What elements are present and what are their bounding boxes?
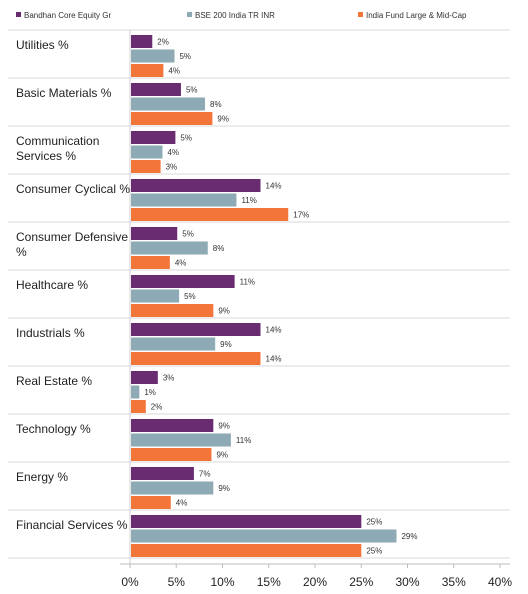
bar-value-label: 2% — [157, 38, 169, 47]
category-label: Technology % — [16, 422, 91, 436]
grid-lines — [8, 29, 510, 564]
category-label: Financial Services % — [16, 518, 128, 532]
bar — [131, 131, 176, 144]
bar-value-label: 4% — [175, 259, 187, 268]
legend-swatch-0 — [16, 12, 21, 17]
bar-value-label: 4% — [168, 67, 180, 76]
bar-value-label: 5% — [180, 134, 192, 143]
bar — [131, 481, 214, 495]
category-label: Energy % — [16, 470, 68, 484]
bar-value-label: 9% — [220, 340, 232, 349]
bar-value-label: 5% — [184, 292, 196, 301]
bar-value-label: 14% — [266, 182, 282, 191]
legend-swatch-1 — [187, 12, 192, 17]
bar-value-label: 25% — [366, 547, 382, 556]
bar — [131, 35, 153, 48]
bar-value-label: 29% — [401, 532, 417, 541]
bar-value-label: 25% — [366, 518, 382, 527]
bar — [131, 385, 140, 399]
bar — [131, 467, 194, 480]
category-label: Communication Services % — [16, 134, 99, 163]
x-tick-label: 15% — [257, 575, 281, 589]
bar — [131, 400, 146, 413]
legend-label-0: Bandhan Core Equity Gr — [24, 11, 111, 20]
bar-value-label: 3% — [166, 163, 178, 172]
bar — [131, 64, 164, 77]
category-label: Healthcare % — [16, 278, 88, 292]
bar — [131, 112, 213, 125]
category-label: Real Estate % — [16, 374, 92, 388]
category-label: Basic Materials % — [16, 86, 112, 100]
bar — [131, 496, 171, 509]
bar — [131, 160, 161, 173]
bar — [131, 241, 208, 255]
x-tick-label: 25% — [349, 575, 373, 589]
bar — [131, 419, 214, 432]
legend-label-2: India Fund Large & Mid-Cap — [366, 11, 467, 20]
bar-value-label: 5% — [182, 230, 194, 239]
x-tick-label: 35% — [442, 575, 466, 589]
bars: 2%5%4%5%8%9%5%4%3%14%11%17%5%8%4%11%5%9%… — [131, 35, 417, 557]
bar-value-label: 9% — [218, 422, 230, 431]
bar-value-label: 11% — [241, 196, 256, 205]
bar — [131, 337, 216, 351]
bar — [131, 49, 175, 63]
bar — [131, 227, 178, 240]
category-label: Utilities % — [16, 38, 69, 52]
bar-value-label: 9% — [218, 307, 230, 316]
bar-value-label: 2% — [151, 403, 163, 412]
bar — [131, 323, 261, 336]
bar — [131, 433, 231, 447]
legend-swatch-2 — [358, 12, 363, 17]
bar — [131, 352, 261, 365]
bar-value-label: 3% — [163, 374, 175, 383]
bar-value-label: 7% — [199, 470, 211, 479]
bar-value-label: 8% — [213, 244, 225, 253]
bar — [131, 145, 163, 159]
bar — [131, 208, 289, 221]
bar — [131, 193, 237, 207]
bar-value-label: 8% — [210, 100, 222, 109]
bar — [131, 275, 235, 288]
x-tick-label: 10% — [210, 575, 234, 589]
category-label: Consumer Cyclical % — [16, 182, 130, 196]
bar-value-label: 14% — [266, 355, 282, 364]
x-tick-label: 5% — [168, 575, 186, 589]
bar-value-label: 14% — [266, 326, 282, 335]
bar — [131, 304, 214, 317]
x-tick-label: 30% — [395, 575, 419, 589]
x-tick-label: 40% — [488, 575, 512, 589]
bar — [131, 256, 170, 269]
bar-value-label: 11% — [240, 278, 255, 287]
category-label: Consumer Defensive% — [16, 230, 128, 259]
legend: Bandhan Core Equity Gr BSE 200 India TR I… — [16, 11, 467, 20]
bar — [131, 529, 397, 543]
bar — [131, 83, 181, 96]
x-tick-label: 0% — [121, 575, 139, 589]
bar-value-label: 5% — [179, 52, 191, 61]
category-labels: Utilities % Basic Materials % Communicatio… — [16, 38, 130, 532]
bar — [131, 544, 362, 557]
bar-value-label: 11% — [236, 436, 251, 445]
legend-label-1: BSE 200 India TR INR — [195, 11, 275, 20]
x-tick-label: 20% — [303, 575, 327, 589]
bar — [131, 448, 212, 461]
bar — [131, 371, 158, 384]
bar-value-label: 4% — [176, 499, 188, 508]
bar — [131, 289, 180, 303]
bar-value-label: 9% — [217, 115, 229, 124]
bar-value-label: 4% — [167, 148, 179, 157]
bar-value-label: 5% — [186, 86, 198, 95]
bar — [131, 515, 362, 528]
category-label: Industrials % — [16, 326, 85, 340]
x-axis: 0% 5% 10% 15% 20% 25% 30% 35% 40% — [120, 563, 512, 589]
bar-value-label: 9% — [218, 484, 230, 493]
bar — [131, 97, 205, 111]
bar-value-label: 9% — [216, 451, 228, 460]
bar-value-label: 17% — [293, 211, 309, 220]
bar-value-label: 1% — [144, 388, 156, 397]
bar — [131, 179, 261, 192]
